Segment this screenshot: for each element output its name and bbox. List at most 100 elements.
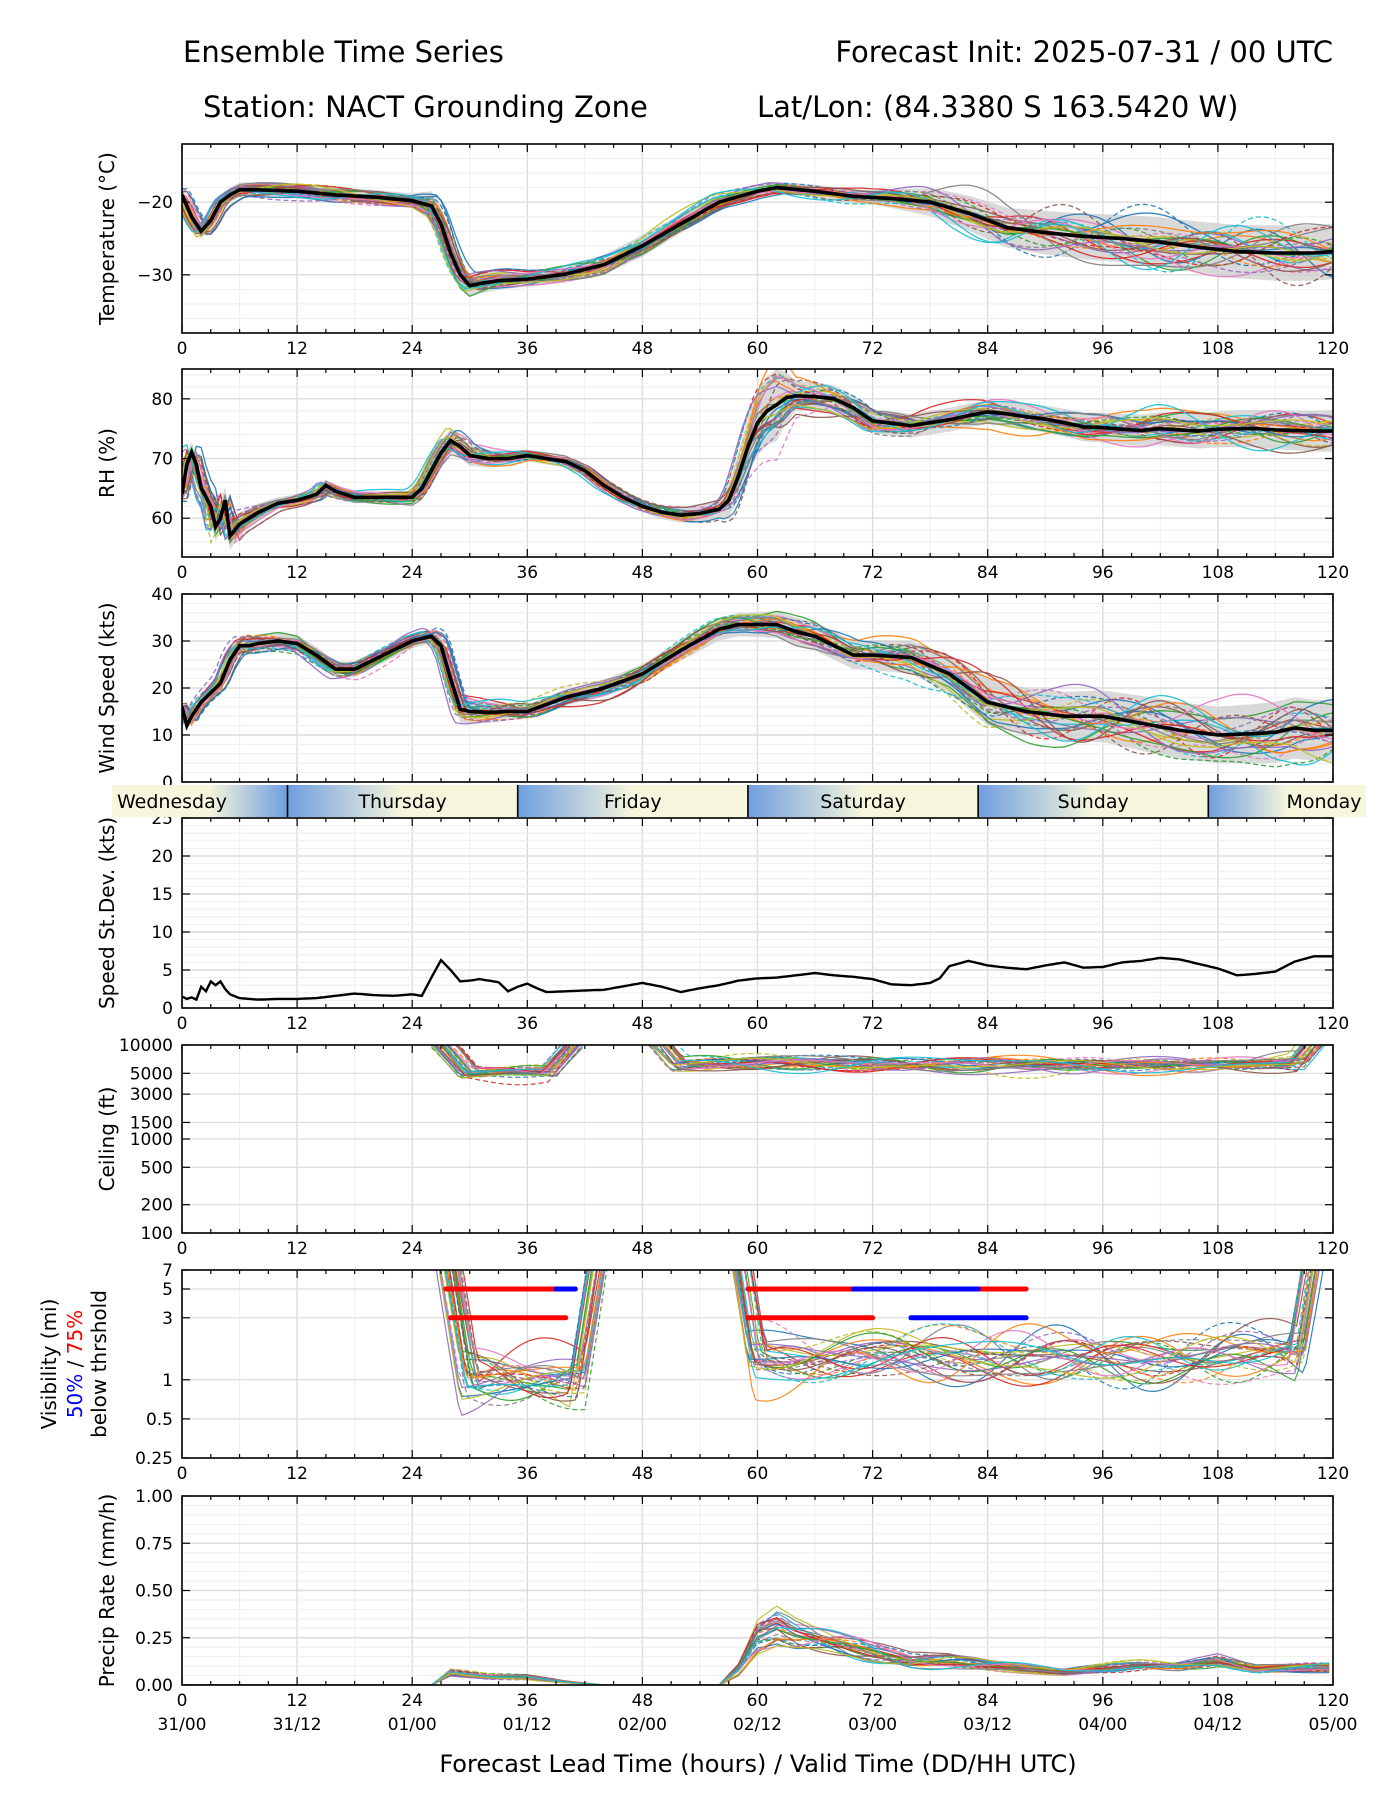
x-tick-label: 0 (177, 339, 188, 359)
day-of-week-band: Wednesday Thursday Friday Saturday Sunday Mon… (112, 785, 1366, 817)
ensemble-member-line (454, 1045, 569, 1074)
x-tick-label: 48 (632, 1464, 654, 1484)
x-tick-label: 108 (1202, 1239, 1234, 1259)
day-cell (517, 785, 748, 817)
figure-title: Ensemble Time Series (183, 35, 504, 69)
label-75pct: 75% (63, 1310, 87, 1354)
day-label: Saturday (820, 791, 906, 813)
x-tick-label: 24 (401, 339, 423, 359)
x-tick-label: 36 (516, 339, 538, 359)
valid-time-label: 01/00 (388, 1715, 437, 1735)
data-layer-visibility (435, 1270, 1324, 1416)
x-axis-label: Forecast Lead Time (hours) / Valid Time … (439, 1750, 1076, 1778)
y-tick-label: 15 (151, 885, 173, 905)
y-tick-label: 80 (151, 390, 173, 410)
y-tick-label: 40 (151, 585, 173, 605)
ensemble-member-line (670, 1045, 1313, 1074)
x-tick-label: 60 (747, 1691, 769, 1711)
x-tick-label: 84 (977, 1014, 999, 1034)
x-tick-label: 72 (862, 1014, 884, 1034)
ensemble-member-line (450, 1045, 568, 1072)
day-label: Monday (1286, 791, 1361, 813)
y-tick-label: 5 (162, 1280, 173, 1300)
panel-precip: 0 31/00 12 31/12 24 01/00 36 01/12 48 02/00 60 02/1… (95, 1487, 1358, 1735)
panel-ceiling: 0 12 24 36 48 60 72 84 96 108 120 100 200 500 10001500… (95, 1036, 1349, 1259)
x-tick-label: 48 (632, 563, 654, 583)
x-tick-label: 12 (286, 339, 308, 359)
x-tick-label: 0 (177, 1464, 188, 1484)
ensemble-member-line (182, 190, 1333, 287)
ensemble-member-line (658, 1045, 1317, 1074)
x-tick-label: 120 (1317, 339, 1349, 359)
x-tick-label: 84 (977, 1464, 999, 1484)
y-axis-label: Speed St.Dev. (kts) (95, 817, 119, 1009)
ensemble-member-line (182, 188, 1333, 290)
data-layer-wind (182, 610, 1333, 768)
x-tick-label: 36 (516, 1239, 538, 1259)
day-label: Sunday (1058, 791, 1129, 813)
x-tick-label: 0 (177, 563, 188, 583)
x-tick-label: 60 (747, 563, 769, 583)
x-tick-label: 12 (286, 563, 308, 583)
y-tick-label: 10 (151, 726, 173, 746)
data-layer-speed_std (182, 955, 1333, 1002)
ensemble-member-line (440, 1270, 597, 1381)
ensemble-member-line (445, 1270, 589, 1389)
x-tick-label: 60 (747, 339, 769, 359)
x-tick-label: 60 (747, 1014, 769, 1034)
x-tick-label: 48 (632, 339, 654, 359)
ensemble-member-line (732, 1270, 1314, 1379)
x-tick-label: 12 (286, 1691, 308, 1711)
x-tick-label: 120 (1317, 1014, 1349, 1034)
y-tick-label: 0.00 (135, 1676, 173, 1696)
x-tick-label: 0 (177, 1014, 188, 1034)
ensemble-member-line (662, 1045, 1305, 1070)
ensemble-member-line (453, 1270, 593, 1402)
data-layer-ceiling (430, 1045, 1326, 1086)
x-tick-label: 96 (1092, 1014, 1114, 1034)
label-sep: / (63, 1354, 87, 1373)
ensemble-member-line (750, 1270, 1303, 1376)
ensemble-member-line (732, 1270, 1303, 1370)
y-tick-label: 0.5 (146, 1410, 173, 1430)
valid-time-label: 05/00 (1309, 1715, 1358, 1735)
lat-lon: Lat/Lon: (84.3380 S 163.5420 W) (757, 90, 1239, 124)
ensemble-member-line (438, 1270, 595, 1400)
y-tick-label: 5 (162, 961, 173, 981)
init-time: Forecast Init: 2025-07-31 / 00 UTC (835, 35, 1333, 69)
x-tick-label: 96 (1092, 563, 1114, 583)
data-layer-temperature (182, 181, 1333, 297)
ensemble-member-line (735, 1270, 1302, 1381)
x-tick-label: 24 (401, 1691, 423, 1711)
x-tick-label: 48 (632, 1014, 654, 1034)
y-axis-label: Precip Rate (mm/h) (95, 1494, 119, 1688)
x-tick-label: 24 (401, 1239, 423, 1259)
ensemble-mean-line (182, 185, 1333, 288)
ensemble-member-line (750, 1270, 1302, 1384)
x-tick-label: 12 (286, 1464, 308, 1484)
x-tick-label: 72 (862, 1239, 884, 1259)
x-tick-label: 84 (977, 1691, 999, 1711)
chart-header: Ensemble Time Series Forecast Init: 2025… (183, 35, 1333, 124)
x-tick-label: 48 (632, 1239, 654, 1259)
ensemble-member-line (182, 1645, 1330, 1685)
y-axis-label: Ceiling (ft) (95, 1087, 119, 1192)
y-tick-label: 1000 (130, 1130, 173, 1150)
x-tick-label: 120 (1317, 1239, 1349, 1259)
x-tick-label: 72 (862, 563, 884, 583)
ensemble-member-line (182, 614, 1333, 758)
y-tick-label: 0 (162, 999, 173, 1019)
y-axis-label-sub: below thrshold (87, 1290, 111, 1438)
valid-time-label: 02/00 (618, 1715, 667, 1735)
valid-time-label: 03/12 (963, 1715, 1012, 1735)
valid-time-label: 03/00 (848, 1715, 897, 1735)
y-tick-label: 100 (141, 1224, 173, 1244)
day-cell (978, 785, 1209, 817)
valid-time-label: 31/00 (158, 1715, 207, 1735)
ensemble-member-line (436, 1045, 572, 1077)
x-tick-label: 72 (862, 1464, 884, 1484)
y-tick-label: 0.50 (135, 1582, 173, 1602)
x-tick-label: 120 (1317, 563, 1349, 583)
y-tick-label: 1.00 (135, 1487, 173, 1507)
